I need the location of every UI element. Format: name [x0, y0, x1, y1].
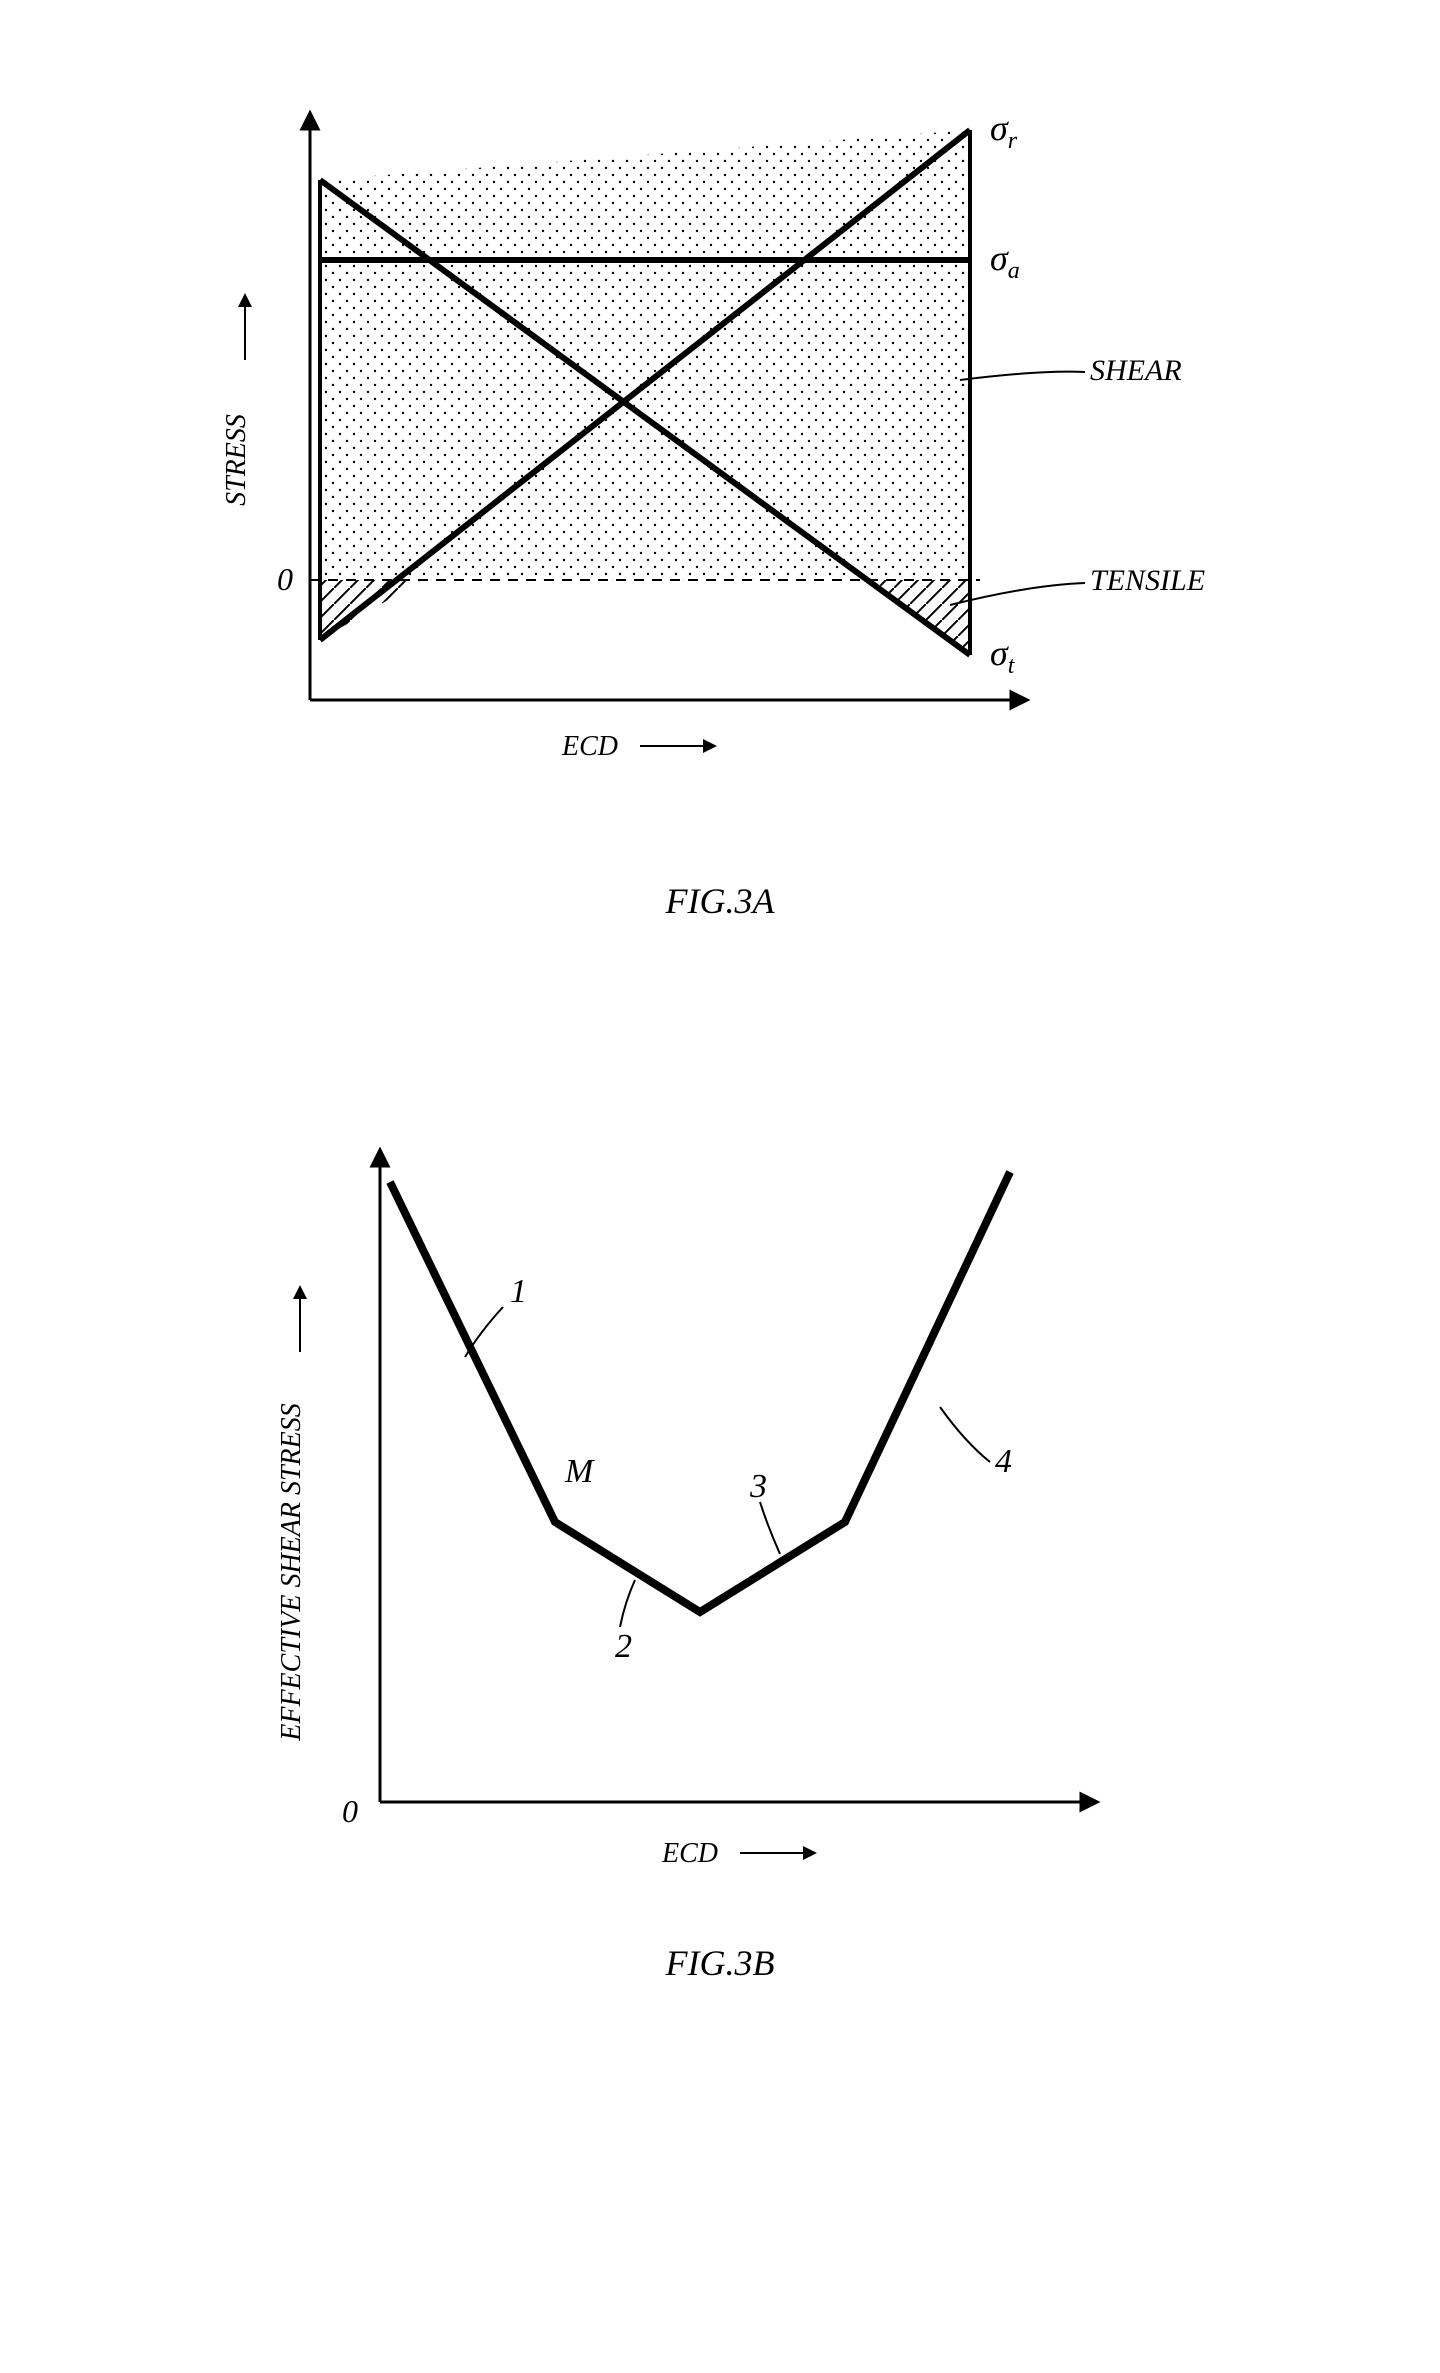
tensile-label: TENSILE [1090, 564, 1205, 597]
figure-3b: EFFECTIVE SHEAR STRESS ECD 0 1 M 2 3 4 F… [220, 1102, 1220, 1984]
fig3a-svg: STRESS ECD 0 σr σa σt SHEAR TENSILE [190, 60, 1250, 860]
figure-3a: STRESS ECD 0 σr σa σt SHEAR TENSILE FIG.… [190, 60, 1250, 922]
label-M: M [564, 1453, 595, 1490]
fig3b-svg: EFFECTIVE SHEAR STRESS ECD 0 1 M 2 3 4 [220, 1102, 1220, 1922]
leader-1 [465, 1307, 503, 1357]
label-3: 3 [749, 1468, 767, 1505]
shear-label: SHEAR [1090, 354, 1182, 387]
label-1: 1 [510, 1273, 527, 1310]
leader-4 [940, 1407, 990, 1462]
effective-shear-curve [390, 1172, 1010, 1612]
sigma-a-label: σa [990, 238, 1020, 284]
sigma-r-label: σr [990, 108, 1018, 154]
label-2: 2 [615, 1628, 632, 1665]
zero-label: 0 [342, 1793, 358, 1829]
fig3b-caption: FIG.3B [220, 1942, 1220, 1984]
leader-2 [620, 1580, 635, 1627]
sigma-t-label: σt [990, 633, 1016, 679]
y-axis-label: STRESS [221, 414, 252, 506]
y-axis-label: EFFECTIVE SHEAR STRESS [276, 1403, 307, 1742]
zero-label: 0 [277, 561, 293, 597]
label-4: 4 [995, 1443, 1012, 1480]
leader-3 [760, 1502, 780, 1554]
shear-leader [960, 372, 1085, 380]
x-axis-label: ECD [561, 731, 618, 762]
shear-region [320, 130, 970, 580]
fig3a-caption: FIG.3A [190, 880, 1250, 922]
x-axis-label: ECD [661, 1838, 718, 1869]
